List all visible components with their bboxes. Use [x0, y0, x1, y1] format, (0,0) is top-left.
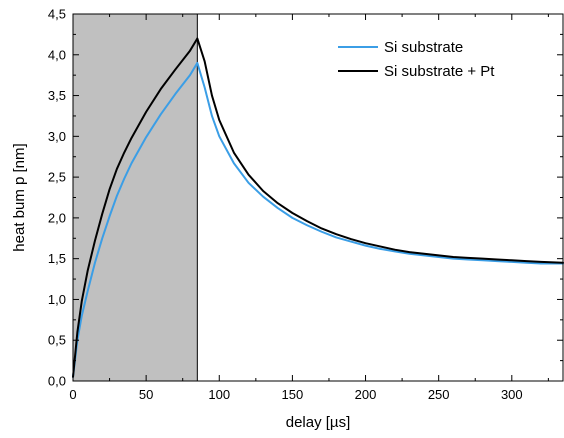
- series-line-2: [72, 37, 564, 378]
- x-tick-label: 50: [139, 387, 153, 402]
- y-tick-label: 1,0: [48, 292, 66, 307]
- y-axis-title: heat bum p [nm]: [11, 143, 28, 251]
- series-layer: [72, 37, 564, 378]
- legend: Si substrate Si substrate + Pt: [338, 39, 495, 80]
- y-tick-label: 1,5: [48, 251, 66, 266]
- shaded-region: [72, 13, 198, 382]
- x-tick-label: 250: [428, 387, 450, 402]
- x-axis-title: delay [µs]: [286, 414, 351, 431]
- legend-label-2: Si substrate + Pt: [384, 63, 495, 80]
- y-tick-label: 4,0: [48, 47, 66, 62]
- y-tick-label: 3,5: [48, 88, 66, 103]
- y-tick-label: 2,5: [48, 170, 66, 185]
- x-tick-label: 300: [501, 387, 523, 402]
- y-tick-label: 0,0: [48, 374, 66, 389]
- y-tick-label: 2,0: [48, 210, 66, 225]
- axes-layer: 0 50 100 150 200 250 300 0,0 0,5 1,0 1,5 2,0 2,5 3,0 3…: [11, 7, 564, 431]
- series-line-1: [72, 61, 564, 378]
- x-tick-label: 0: [69, 387, 76, 402]
- legend-label-1: Si substrate: [384, 39, 463, 56]
- x-tick-label: 100: [208, 387, 230, 402]
- shaded-region-layer: [72, 13, 198, 382]
- x-tick-label: 200: [355, 387, 377, 402]
- x-tick-label: 150: [282, 387, 304, 402]
- y-tick-label: 3,0: [48, 129, 66, 144]
- y-tick-label: 0,5: [48, 333, 66, 348]
- y-tick-label: 4,5: [48, 7, 66, 22]
